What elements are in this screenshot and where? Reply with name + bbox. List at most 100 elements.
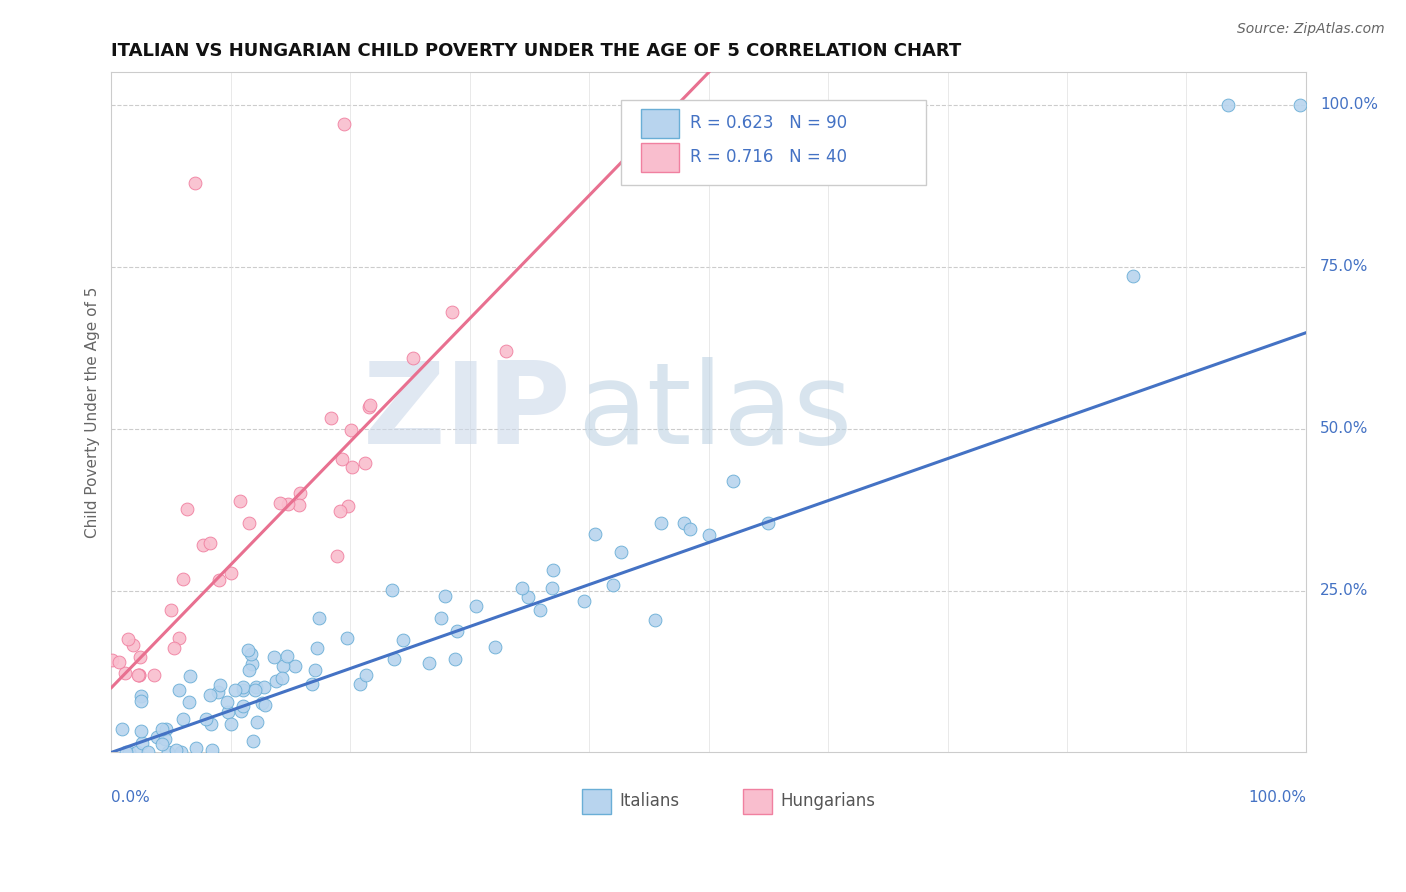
Text: ZIP: ZIP (363, 357, 571, 468)
Point (179, 695, 201, 709)
Point (340, 459, 363, 474)
Point (136, 745, 159, 759)
Point (756, 516, 779, 530)
Point (610, 545, 633, 559)
Point (269, 496, 291, 510)
Point (172, 572, 194, 586)
Point (354, 668, 377, 682)
Point (271, 659, 294, 673)
Point (143, 667, 166, 681)
Point (194, 712, 217, 726)
Point (1289, 97, 1312, 112)
Point (679, 522, 702, 536)
Point (446, 624, 468, 639)
Point (464, 599, 486, 613)
Point (440, 305, 463, 319)
Point (127, 667, 149, 681)
Point (644, 613, 666, 627)
Point (146, 731, 169, 745)
Point (232, 699, 254, 714)
Point (219, 716, 242, 731)
Point (172, 712, 194, 726)
Point (224, 683, 246, 698)
Point (254, 698, 277, 713)
Point (115, 745, 138, 759)
Text: 75.0%: 75.0% (1320, 260, 1368, 274)
Point (443, 651, 465, 665)
Point (337, 499, 360, 513)
FancyBboxPatch shape (641, 143, 679, 171)
Point (304, 664, 326, 678)
Point (650, 516, 672, 531)
Point (484, 640, 506, 655)
Text: 100.0%: 100.0% (1320, 97, 1378, 112)
Point (150, 722, 173, 736)
Point (165, 742, 187, 756)
Point (170, 745, 193, 759)
Point (253, 680, 276, 694)
Point (198, 688, 221, 702)
Point (354, 456, 377, 470)
Point (191, 538, 214, 552)
Point (339, 423, 361, 437)
Point (201, 742, 224, 756)
Point (243, 683, 266, 698)
Point (242, 734, 264, 748)
Point (305, 640, 328, 655)
Point (336, 631, 359, 645)
Point (319, 410, 342, 425)
Point (433, 590, 456, 604)
Point (391, 633, 413, 648)
Text: Hungarians: Hungarians (780, 792, 876, 810)
Point (288, 485, 311, 500)
Point (129, 723, 152, 738)
Text: R = 0.623   N = 90: R = 0.623 N = 90 (689, 114, 846, 132)
Point (129, 690, 152, 704)
Point (215, 695, 238, 709)
Text: atlas: atlas (578, 357, 852, 468)
Point (131, 736, 153, 750)
Point (359, 398, 381, 412)
Point (111, 722, 134, 736)
FancyBboxPatch shape (621, 100, 927, 185)
Point (430, 611, 453, 625)
Point (129, 649, 152, 664)
Point (238, 663, 260, 677)
Point (232, 683, 254, 698)
Point (218, 705, 240, 719)
Point (418, 656, 440, 670)
Point (543, 563, 565, 577)
Point (163, 640, 186, 655)
Point (357, 401, 380, 415)
Point (200, 717, 222, 731)
Point (219, 566, 242, 580)
Point (198, 536, 221, 550)
Point (229, 704, 252, 718)
Point (128, 667, 150, 681)
Text: R = 0.716   N = 40: R = 0.716 N = 40 (689, 148, 846, 167)
Point (308, 611, 330, 625)
Point (301, 677, 323, 691)
Point (117, 632, 139, 646)
Point (245, 680, 267, 694)
Point (169, 632, 191, 646)
Point (232, 681, 254, 695)
Point (239, 647, 262, 661)
Point (209, 678, 232, 692)
Point (277, 497, 299, 511)
Point (129, 694, 152, 708)
Point (118, 745, 141, 759)
Text: Italians: Italians (619, 792, 679, 810)
Point (155, 722, 177, 736)
Point (184, 741, 207, 756)
Point (382, 652, 405, 666)
Point (329, 503, 352, 517)
Point (516, 591, 538, 605)
Point (1122, 269, 1144, 284)
Point (330, 452, 353, 467)
FancyBboxPatch shape (744, 789, 772, 814)
Point (208, 573, 231, 587)
Text: Source: ZipAtlas.com: Source: ZipAtlas.com (1237, 22, 1385, 37)
Point (266, 674, 288, 689)
Point (167, 683, 190, 698)
